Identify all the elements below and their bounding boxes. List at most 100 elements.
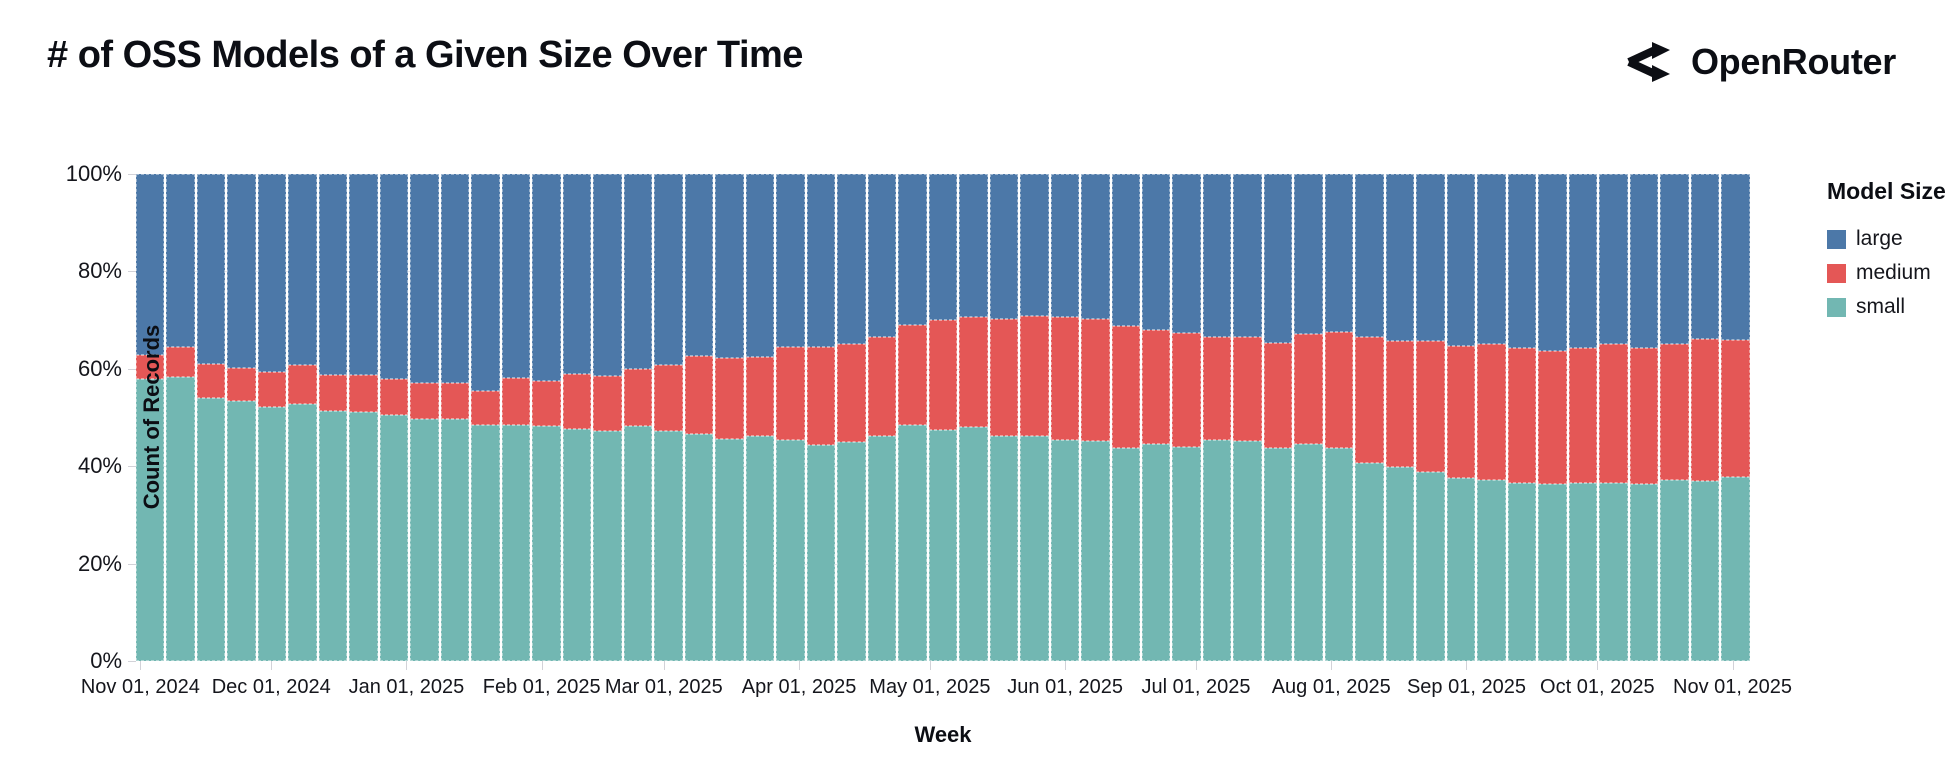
bar-segment-small	[136, 378, 165, 661]
bar-segment-medium	[562, 373, 592, 429]
bar-segment-medium	[1599, 344, 1628, 483]
bar-week	[715, 174, 744, 661]
bar-segment-medium	[1721, 340, 1750, 477]
bar-segment-medium	[166, 346, 195, 377]
y-tick-label: 40%	[77, 453, 122, 479]
legend-item-large: large	[1827, 227, 1945, 251]
bar-segment-small	[1020, 436, 1049, 661]
bar-week	[562, 174, 592, 661]
bar-segment-medium	[1629, 347, 1659, 484]
bar-segment-medium	[379, 379, 409, 416]
bar-segment-large	[1660, 174, 1689, 345]
bar-segment-small	[227, 400, 256, 661]
x-tick-mark	[1065, 661, 1067, 670]
openrouter-logo-icon	[1627, 42, 1670, 82]
x-tick-label: Jan 01, 2025	[348, 676, 465, 698]
bar-segment-medium	[1446, 345, 1476, 478]
legend-item-label: small	[1856, 295, 1906, 318]
bar-week	[684, 174, 714, 661]
bar-segment-small	[1660, 479, 1689, 661]
bar-week	[1294, 174, 1323, 661]
bar-segment-small	[288, 403, 317, 661]
bars-container	[136, 174, 1750, 661]
bar-segment-medium	[1050, 317, 1080, 440]
bar-segment-large	[166, 174, 195, 347]
bar-week	[471, 174, 500, 661]
openrouter-brand-link[interactable]: OpenRouter	[1625, 40, 1896, 84]
bar-segment-medium	[440, 382, 470, 420]
bar-segment-medium	[867, 337, 897, 436]
bar-segment-medium	[1477, 344, 1506, 480]
bar-segment-medium	[471, 390, 500, 425]
bar-week	[1599, 174, 1628, 661]
bar-segment-large	[684, 174, 714, 357]
bar-segment-medium	[806, 347, 836, 445]
bar-week	[196, 174, 226, 661]
x-tick-label: Aug 01, 2025	[1271, 676, 1391, 698]
bar-segment-medium	[715, 357, 744, 440]
bar-segment-large	[806, 174, 836, 348]
bar-segment-medium	[654, 365, 683, 431]
bar-segment-medium	[257, 372, 287, 407]
y-axis-title: Count of Records	[139, 324, 164, 510]
bar-week	[379, 174, 409, 661]
bar-segment-small	[1629, 483, 1659, 661]
bar-segment-medium	[1660, 344, 1689, 480]
bar-segment-medium	[1690, 339, 1720, 482]
bar-segment-small	[1172, 446, 1201, 661]
bar-segment-small	[745, 436, 775, 661]
x-tick-label: Apr 01, 2025	[741, 676, 857, 698]
bar-segment-medium	[196, 363, 226, 398]
y-tick-label: 60%	[77, 355, 122, 381]
bar-segment-large	[257, 174, 287, 373]
bar-segment-large	[471, 174, 500, 391]
bar-segment-small	[166, 376, 195, 661]
bar-segment-large	[1202, 174, 1232, 337]
bar-segment-small	[898, 424, 927, 661]
bar-segment-medium	[1263, 343, 1293, 448]
bar-week	[440, 174, 470, 661]
bar-segment-large	[1599, 174, 1628, 345]
bar-segment-large	[837, 174, 866, 344]
bar-week	[1233, 174, 1262, 661]
bar-week	[1660, 174, 1689, 661]
bar-week	[1538, 174, 1567, 661]
bar-segment-small	[776, 439, 805, 661]
bar-segment-medium	[898, 324, 927, 425]
bar-segment-small	[837, 442, 866, 661]
bar-segment-medium	[989, 319, 1019, 436]
bar-segment-large	[136, 174, 165, 356]
bar-segment-medium	[623, 368, 653, 427]
bar-week	[959, 174, 988, 661]
bar-segment-medium	[1020, 315, 1049, 437]
bar-week	[318, 174, 348, 661]
bar-segment-small	[1721, 476, 1750, 661]
bar-segment-medium	[837, 343, 866, 443]
bar-segment-large	[1629, 174, 1659, 348]
bar-segment-large	[1233, 174, 1262, 338]
bar-segment-small	[1202, 439, 1232, 661]
bar-segment-large	[1020, 174, 1049, 316]
x-tick-mark	[140, 661, 142, 670]
bar-week	[166, 174, 195, 661]
bar-segment-medium	[288, 365, 317, 404]
bar-segment-large	[1721, 174, 1750, 341]
x-tick-label: Sep 01, 2025	[1406, 676, 1526, 698]
bar-week	[136, 174, 165, 661]
bar-segment-medium	[1355, 336, 1384, 463]
bar-segment-large	[1385, 174, 1415, 342]
x-tick-label: Jun 01, 2025	[1007, 676, 1123, 698]
legend-item-label: medium	[1856, 261, 1931, 284]
bar-segment-small	[1690, 481, 1720, 661]
bar-segment-large	[593, 174, 622, 376]
bar-segment-small	[1446, 477, 1476, 661]
bar-segment-large	[1050, 174, 1080, 318]
bar-week	[1020, 174, 1049, 661]
bar-segment-medium	[349, 374, 378, 413]
bar-segment-large	[745, 174, 775, 357]
brand-name: OpenRouter	[1690, 41, 1896, 82]
bar-week	[257, 174, 287, 661]
bar-week	[1263, 174, 1293, 661]
bar-week	[1629, 174, 1659, 661]
